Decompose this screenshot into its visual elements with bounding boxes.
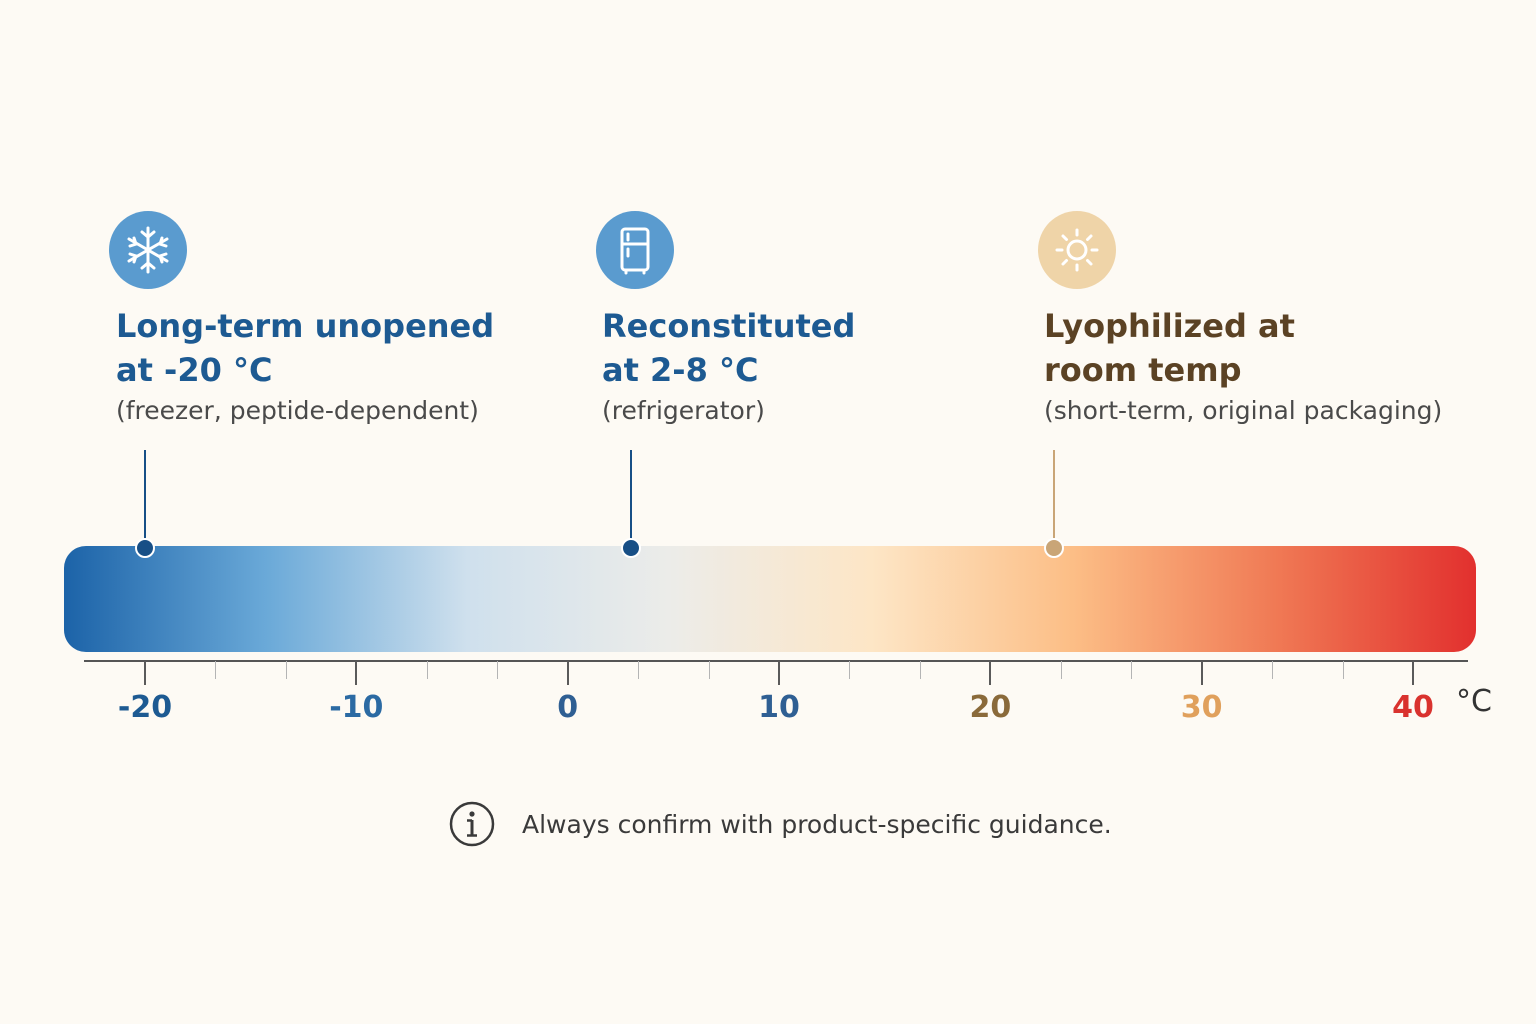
refrigerator-marker-line: [630, 450, 633, 546]
tick-label: -10: [329, 690, 384, 725]
temperature-gradient-bar: [64, 546, 1476, 652]
info-icon: [449, 801, 495, 847]
tick-label: 40: [1392, 690, 1434, 725]
room-temp-marker-line: [1052, 450, 1055, 546]
room-temp-note: (short-term, original packaging): [1044, 396, 1443, 425]
freezer-title-line-1: Long-term unopened: [116, 307, 495, 345]
refrigerator-icon: [596, 211, 674, 289]
refrigerator-title-line-1: Reconstituted: [602, 307, 856, 345]
major-tick: [989, 661, 992, 685]
minor-tick: [215, 661, 217, 679]
major-tick: [144, 661, 146, 685]
minor-tick: [1342, 661, 1344, 679]
room-temp-title: Lyophilized at room temp: [1044, 304, 1295, 392]
refrigerator-title-line-2: at 2-8 °C: [602, 351, 759, 389]
minor-tick: [638, 661, 640, 679]
major-tick: [1412, 661, 1414, 685]
refrigerator-marker-dot: [621, 538, 642, 558]
freezer-title: Long-term unopened at -20 °C: [116, 304, 494, 392]
tick-label: 30: [1180, 690, 1223, 725]
major-tick: [566, 661, 569, 685]
temperature-axis-line: [84, 660, 1468, 662]
refrigerator-title: Reconstituted at 2-8 °C: [602, 304, 855, 392]
room-temp-marker-dot: [1043, 538, 1064, 558]
freezer-marker-line: [144, 450, 146, 546]
tick-label: 20: [969, 690, 1012, 725]
footnote: Always confirm with product-specific gui…: [448, 800, 1112, 848]
axis-unit-label: °C: [1456, 684, 1492, 719]
freezer-note: (freezer, peptide-dependent): [116, 396, 479, 425]
minor-tick: [1272, 661, 1274, 679]
minor-tick: [285, 661, 287, 679]
freezer-marker-dot: [135, 538, 155, 558]
minor-tick: [1131, 661, 1133, 679]
footnote-text: Always confirm with product-specific gui…: [522, 809, 1112, 839]
major-tick: [778, 661, 780, 685]
tick-label: 0: [557, 690, 579, 725]
tick-label: -20: [117, 690, 173, 725]
minor-tick: [1060, 661, 1062, 679]
sun-icon: [1038, 211, 1116, 289]
tick-label: 10: [758, 690, 800, 725]
minor-tick: [919, 661, 921, 679]
minor-tick: [708, 661, 710, 679]
room-temp-title-line-2: room temp: [1044, 351, 1242, 389]
snowflake-icon: [109, 211, 187, 289]
major-tick: [355, 661, 358, 685]
room-temp-title-line-1: Lyophilized at: [1044, 307, 1295, 345]
minor-tick: [497, 661, 499, 679]
refrigerator-note: (refrigerator): [602, 396, 765, 425]
minor-tick: [426, 661, 428, 679]
major-tick: [1200, 661, 1203, 685]
minor-tick: [849, 661, 851, 679]
freezer-title-line-2: at -20 °C: [116, 351, 273, 389]
